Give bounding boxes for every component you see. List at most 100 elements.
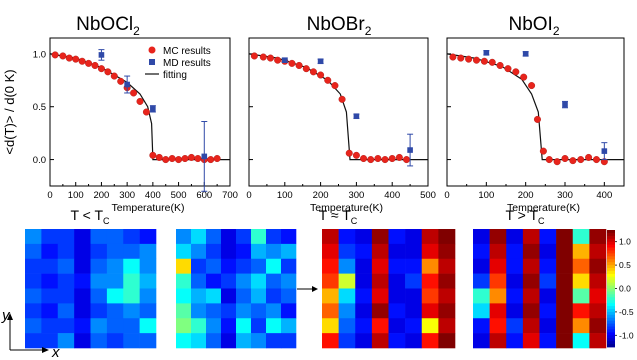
colorbar-band xyxy=(607,238,615,243)
heatmap-cell xyxy=(191,258,207,274)
mc-point xyxy=(331,82,339,90)
heatmap-cell xyxy=(539,288,557,304)
colorbar-band xyxy=(607,276,615,281)
heatmap-cell xyxy=(90,229,108,245)
heatmap-cell xyxy=(489,243,507,260)
x-tick-label: 300 xyxy=(557,190,573,201)
heatmap-cell xyxy=(176,229,192,245)
x-tick-label: 200 xyxy=(93,190,109,201)
heatmap-cell xyxy=(139,243,157,260)
mc-point xyxy=(187,153,195,161)
heatmap-cell xyxy=(41,243,59,260)
mc-point xyxy=(496,61,504,69)
colorbar-band xyxy=(607,311,615,316)
heatmap-cell xyxy=(74,258,91,274)
heatmap-cell xyxy=(572,229,590,245)
xy-axes-indicator: y x xyxy=(1,307,60,360)
mc-point xyxy=(266,54,274,62)
colorbar-band xyxy=(607,294,615,298)
heatmap-cell xyxy=(281,243,297,260)
heatmap-cell xyxy=(589,273,607,289)
colorbar-band xyxy=(607,323,615,327)
heatmap-cell xyxy=(236,273,252,289)
heatmap-near-tc-right xyxy=(322,229,456,349)
heatmap-cell xyxy=(106,258,124,274)
colorbar-band xyxy=(607,247,615,251)
heatmap-cell xyxy=(371,258,389,274)
md-point xyxy=(124,81,130,88)
heatmap-cell xyxy=(371,243,389,260)
heatmap-cell xyxy=(371,318,389,334)
mc-point xyxy=(142,108,150,116)
colorbar-band xyxy=(607,262,615,266)
heatmap-cell xyxy=(322,333,339,349)
heatmap-cell xyxy=(25,229,42,245)
heatmap-cell xyxy=(206,273,222,289)
md-point xyxy=(483,50,490,56)
heatmap-cell xyxy=(322,243,339,260)
heatmap-cell xyxy=(438,243,456,260)
heatmap-cell xyxy=(281,229,297,245)
x-tick-label: 400 xyxy=(384,190,400,201)
x-tick-label: 400 xyxy=(596,190,612,201)
x-tick-label: 300 xyxy=(348,190,364,201)
heatmap-cell xyxy=(421,229,439,245)
heatmap-cell xyxy=(421,258,439,274)
plot-nbocl2: 0 100 200 300 400 500 600 700 1.0 0.5 0.0 Temperatu… xyxy=(33,37,238,214)
heatmap-cell xyxy=(176,288,192,304)
heatmap-cell xyxy=(251,303,267,319)
mc-point xyxy=(65,54,73,62)
heatmap-cell xyxy=(556,288,574,304)
heatmap-cell xyxy=(90,273,108,289)
mc-point xyxy=(457,54,465,62)
mc-point xyxy=(592,156,600,164)
heatmap-cell xyxy=(266,318,282,334)
heatmap-cell xyxy=(473,303,490,319)
colorbar-band xyxy=(607,332,615,336)
heatmap-cell xyxy=(489,258,507,274)
heatmap-cell xyxy=(281,333,297,349)
heatmap-cell xyxy=(191,229,207,245)
colorbar-band xyxy=(607,297,615,301)
heatmap-cell xyxy=(572,288,590,304)
heatmap-cell xyxy=(25,258,42,274)
md-point xyxy=(353,113,360,120)
fitting-line xyxy=(49,53,230,161)
heatmap-cell xyxy=(539,318,557,334)
heatmap-cell xyxy=(572,333,590,349)
heatmap-cell xyxy=(41,303,59,319)
mc-point xyxy=(130,89,138,97)
heatmap-cell xyxy=(489,273,507,289)
heatmap-cell xyxy=(355,333,373,349)
mc-point xyxy=(104,68,112,76)
heatmap-cell xyxy=(139,273,157,289)
heatmap-cell xyxy=(57,258,75,274)
mc-point xyxy=(473,56,481,64)
colorbar-band xyxy=(607,344,615,348)
mc-point xyxy=(512,68,520,76)
heatmap-cell xyxy=(221,243,237,260)
heatmap-cell xyxy=(57,229,75,245)
heatmap-cell xyxy=(405,258,423,274)
heatmap-cell xyxy=(438,288,456,304)
x-tick-label: 600 xyxy=(196,190,212,201)
mc-point xyxy=(162,156,170,164)
heatmap-cell xyxy=(438,273,456,289)
heatmap-cell xyxy=(371,273,389,289)
plot-nboi2: 0 100 200 300 400 Temperature(K) xyxy=(444,37,625,214)
heatmap-cell xyxy=(421,333,439,349)
heatmap-cell xyxy=(139,229,157,245)
mc-point xyxy=(117,77,125,85)
heatmap-cell xyxy=(405,333,423,349)
heatmap-cell xyxy=(338,333,356,349)
colorbar-band xyxy=(607,270,615,275)
panel-title-nboi2: NbOI2 xyxy=(508,14,559,38)
heatmap-cell xyxy=(473,333,490,349)
mc-point xyxy=(553,158,561,166)
heatmap-cell xyxy=(191,288,207,304)
heatmap-cell xyxy=(338,243,356,260)
heatmap-cell xyxy=(556,258,574,274)
mc-point xyxy=(309,68,317,76)
heatmap-cell xyxy=(338,318,356,334)
md-point xyxy=(201,153,208,160)
